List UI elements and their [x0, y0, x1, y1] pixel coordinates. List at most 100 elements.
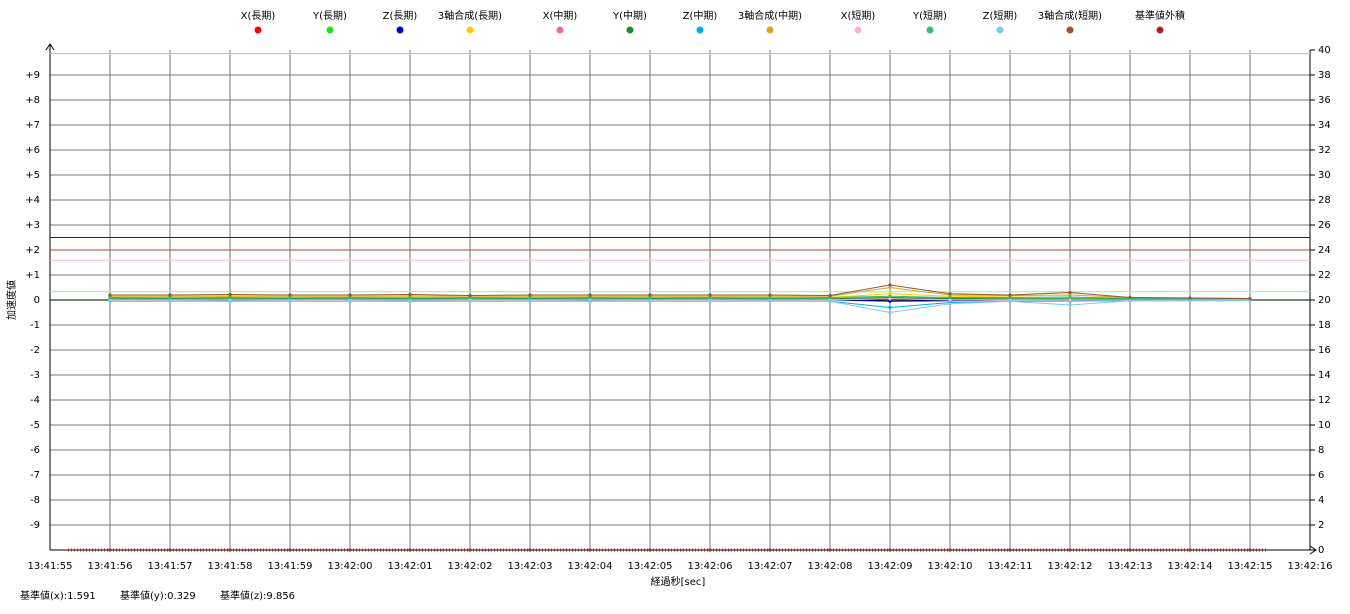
y2-tick-label: 8: [1318, 445, 1324, 456]
data-point: [168, 293, 172, 297]
data-point: [888, 285, 892, 290]
data-point: [288, 293, 292, 297]
legend-label: 3軸合成(中期): [738, 9, 802, 22]
legend-label: Y(長期): [312, 10, 347, 22]
y2-tick-label: 0: [1318, 545, 1324, 556]
y2-tick-label: 24: [1318, 245, 1331, 256]
legend-marker: [996, 26, 1004, 34]
y-axis-label: 加速度値: [5, 280, 18, 320]
data-point: [168, 299, 172, 303]
legend-label: 3軸合成(長期): [438, 9, 502, 22]
data-point: [828, 299, 832, 303]
series-line: [110, 298, 1250, 301]
data-point: [1188, 296, 1192, 300]
data-point: [468, 299, 472, 303]
data-point: [1068, 303, 1072, 307]
legend-label: X(長期): [241, 10, 276, 22]
y-tick-label: -3: [30, 370, 40, 381]
series-line: [110, 296, 1251, 300]
footer-text: 基準値(x):1.591: [20, 589, 96, 602]
data-point: [588, 293, 592, 297]
y2-tick-label: 2: [1318, 520, 1324, 531]
legend-label: Y(中期): [612, 9, 647, 22]
y-tick-label: +3: [25, 220, 40, 231]
x-tick-label: 13:42:13: [1108, 561, 1153, 572]
data-point: [1008, 299, 1012, 303]
y2-tick-label: 16: [1318, 345, 1331, 356]
x-tick-label: 13:42:16: [1288, 561, 1333, 572]
data-point: [1008, 295, 1012, 300]
legend-label: Z(短期): [983, 9, 1018, 22]
y2-tick-label: 34: [1318, 120, 1331, 131]
legend-label: 3軸合成(短期): [1038, 9, 1102, 22]
x-tick-label: 13:42:08: [808, 561, 853, 572]
data-point: [108, 299, 112, 303]
x-tick-label: 13:42:12: [1048, 561, 1093, 572]
y-tick-label: +8: [25, 95, 40, 106]
y2-tick-label: 4: [1318, 495, 1324, 506]
y-tick-label: -2: [30, 345, 40, 356]
legend-label: Z(中期): [683, 9, 718, 22]
y-tick-label: -9: [30, 520, 40, 531]
data-point: [888, 283, 892, 287]
x-tick-label: 13:42:15: [1228, 561, 1273, 572]
data-point: [708, 299, 712, 303]
series-line: [110, 286, 1251, 299]
data-point: [1068, 298, 1072, 302]
y-tick-label: +7: [25, 120, 40, 131]
y2-tick-label: 32: [1318, 145, 1331, 156]
data-point: [708, 295, 712, 300]
data-point: [228, 295, 232, 300]
y-tick-label: +6: [25, 145, 40, 156]
y-tick-label: +5: [25, 170, 40, 181]
data-point: [1128, 299, 1132, 303]
data-point: [1188, 299, 1192, 303]
data-point: [528, 296, 532, 300]
data-point: [1068, 295, 1072, 299]
y2-tick-label: 22: [1318, 270, 1331, 281]
data-point: [228, 299, 232, 304]
data-point: [648, 296, 652, 300]
x-tick-label: 13:42:03: [508, 561, 553, 572]
data-point: [1068, 290, 1072, 295]
data-point: [288, 296, 292, 300]
data-point: [948, 295, 952, 300]
y-tick-label: -8: [30, 495, 40, 506]
legend-marker: [556, 26, 564, 34]
y-tick-label: -7: [30, 470, 40, 481]
x-tick-label: 13:42:14: [1168, 561, 1213, 572]
legend-marker: [696, 26, 704, 34]
legend-marker: [396, 26, 404, 34]
x-tick-label: 13:42:09: [868, 561, 913, 572]
legend-marker: [926, 26, 934, 34]
data-point: [948, 292, 952, 296]
y2-tick-label: 20: [1318, 295, 1331, 306]
x-tick-label: 13:42:07: [748, 561, 793, 572]
legend-marker: [1066, 26, 1074, 34]
x-tick-label: 13:42:10: [928, 561, 973, 572]
data-point: [768, 296, 772, 300]
data-point: [168, 296, 172, 300]
x-tick-label: 13:41:59: [268, 561, 313, 572]
data-point: [288, 299, 292, 303]
data-point: [588, 299, 592, 304]
y2-tick-label: 10: [1318, 420, 1331, 431]
footer-text: 基準値(y):0.329: [120, 589, 196, 602]
data-point: [348, 293, 352, 297]
data-point: [948, 302, 952, 306]
x-tick-label: 13:41:56: [88, 561, 133, 572]
data-point: [888, 299, 892, 303]
x-axis-label: 経過秒[sec]: [651, 575, 706, 588]
data-point: [408, 292, 412, 297]
data-point: [528, 299, 532, 303]
series-line: [109, 295, 1251, 300]
x-tick-label: 13:42:11: [988, 561, 1033, 572]
axis-arrow: [45, 43, 55, 51]
data-point: [408, 296, 412, 300]
data-point: [708, 293, 712, 297]
data-point: [1008, 293, 1012, 297]
legend-marker: [854, 26, 862, 34]
x-tick-label: 13:42:01: [388, 561, 433, 572]
y-tick-label: -5: [30, 420, 40, 431]
